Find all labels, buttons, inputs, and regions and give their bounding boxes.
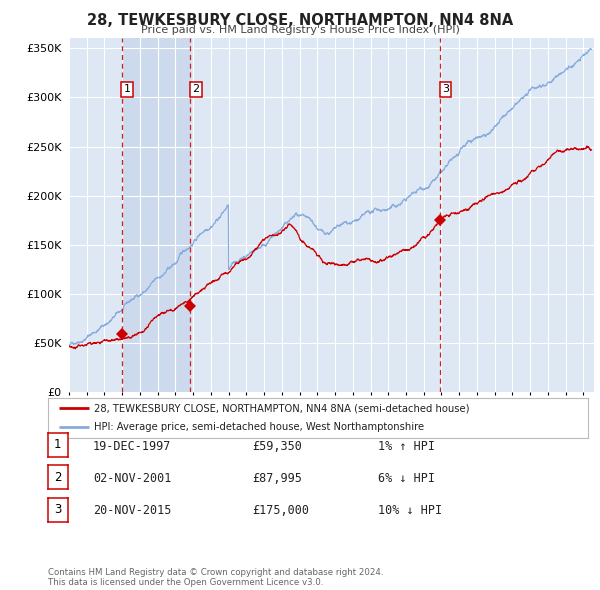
Text: 10% ↓ HPI: 10% ↓ HPI bbox=[378, 504, 442, 517]
Text: 3: 3 bbox=[442, 84, 449, 94]
Text: 6% ↓ HPI: 6% ↓ HPI bbox=[378, 472, 435, 485]
Text: 2: 2 bbox=[54, 471, 62, 484]
Text: 1: 1 bbox=[124, 84, 131, 94]
Text: £59,350: £59,350 bbox=[252, 440, 302, 453]
Text: 02-NOV-2001: 02-NOV-2001 bbox=[93, 472, 172, 485]
Text: 28, TEWKESBURY CLOSE, NORTHAMPTON, NN4 8NA: 28, TEWKESBURY CLOSE, NORTHAMPTON, NN4 8… bbox=[87, 13, 513, 28]
Text: £175,000: £175,000 bbox=[252, 504, 309, 517]
Text: 19-DEC-1997: 19-DEC-1997 bbox=[93, 440, 172, 453]
Text: 28, TEWKESBURY CLOSE, NORTHAMPTON, NN4 8NA (semi-detached house): 28, TEWKESBURY CLOSE, NORTHAMPTON, NN4 8… bbox=[94, 404, 469, 414]
Text: Contains HM Land Registry data © Crown copyright and database right 2024.
This d: Contains HM Land Registry data © Crown c… bbox=[48, 568, 383, 587]
Bar bbox=[121, 38, 190, 392]
Text: 2: 2 bbox=[193, 84, 200, 94]
Text: HPI: Average price, semi-detached house, West Northamptonshire: HPI: Average price, semi-detached house,… bbox=[94, 422, 424, 432]
Text: £87,995: £87,995 bbox=[252, 472, 302, 485]
Text: 20-NOV-2015: 20-NOV-2015 bbox=[93, 504, 172, 517]
Text: Price paid vs. HM Land Registry's House Price Index (HPI): Price paid vs. HM Land Registry's House … bbox=[140, 25, 460, 35]
Text: 3: 3 bbox=[54, 503, 62, 516]
Text: 1% ↑ HPI: 1% ↑ HPI bbox=[378, 440, 435, 453]
Text: 1: 1 bbox=[54, 438, 62, 451]
